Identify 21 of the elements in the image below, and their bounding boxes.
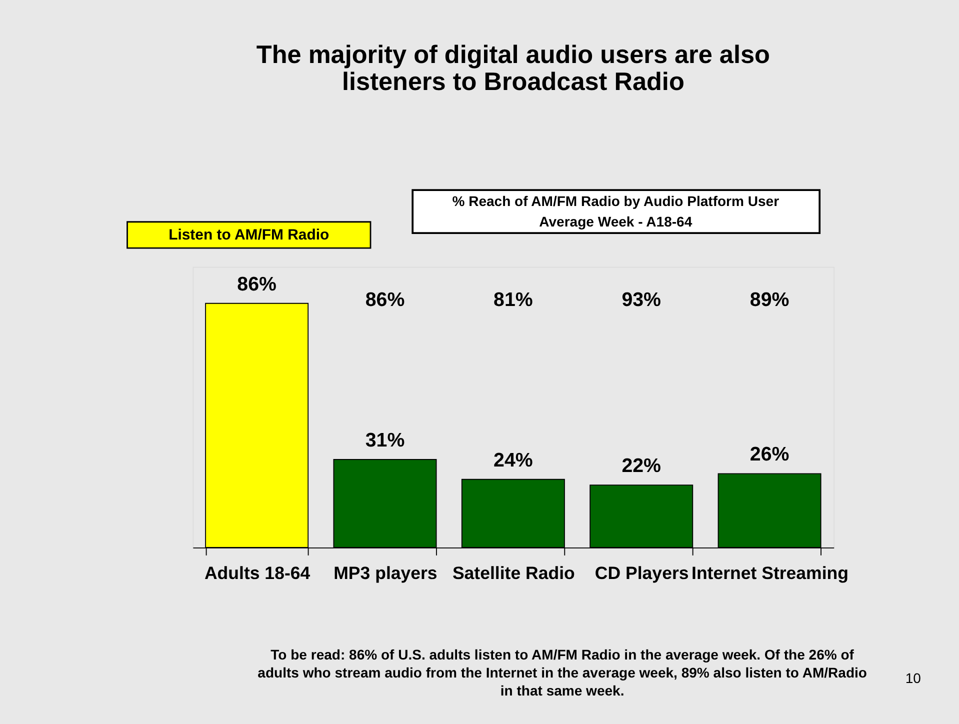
data-label: 22% <box>622 454 661 477</box>
x-tick-label: Internet Streaming <box>692 562 848 583</box>
text: To be read: 86% of U.S. adults listen to AM/FM Radio in the average week. Of the 26% of adults who stream audio from the Internet in the average week, 89% also listen to AM/Radio in that same week. <box>258 646 868 698</box>
x-tick-label: CD Players <box>594 562 689 583</box>
data-label: 24% <box>494 449 533 472</box>
data-label: 86% <box>237 273 276 296</box>
text: % Reach of AM/FM Radio by Audio Platform User <box>452 192 780 209</box>
data-label: 26% <box>750 444 790 466</box>
text: The majority of digital audio users are also <box>256 40 770 69</box>
text: Listen to AM/FM Radio <box>168 226 330 244</box>
x-tick-label: MP3 players <box>334 562 438 583</box>
text: 10 <box>905 670 922 686</box>
annotation: 86% <box>365 289 405 312</box>
annotation: 81% <box>494 289 533 312</box>
annotation: 89% <box>750 289 790 312</box>
x-tick-label: Adults 18-64 <box>204 562 310 583</box>
annotation: 93% <box>622 289 661 312</box>
text: Average Week - A18-64 <box>539 214 692 230</box>
x-tick-label: Satellite Radio <box>452 562 576 583</box>
text: listeners to Broadcast Radio <box>342 68 684 96</box>
data-label: 31% <box>365 429 405 452</box>
